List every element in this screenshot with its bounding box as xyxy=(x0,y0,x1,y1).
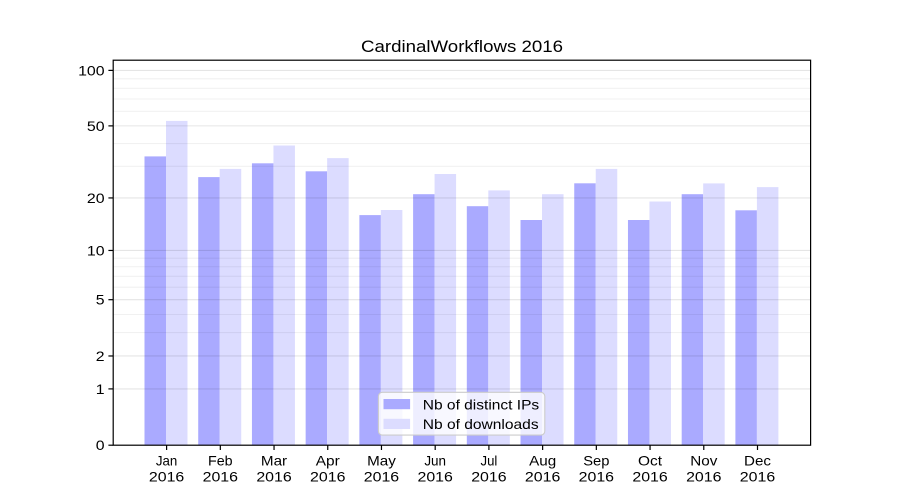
svg-text:2016: 2016 xyxy=(686,468,722,484)
svg-text:Sep: Sep xyxy=(583,453,609,469)
svg-text:Nb of distinct IPs: Nb of distinct IPs xyxy=(423,396,539,412)
svg-text:2016: 2016 xyxy=(203,468,239,484)
svg-text:Jul: Jul xyxy=(481,453,498,469)
svg-text:Dec: Dec xyxy=(744,453,771,469)
svg-text:Apr: Apr xyxy=(316,453,340,469)
svg-text:Nb of downloads: Nb of downloads xyxy=(423,416,539,432)
svg-text:1: 1 xyxy=(96,381,105,397)
svg-text:Nov: Nov xyxy=(690,453,717,469)
svg-text:2016: 2016 xyxy=(632,468,668,484)
svg-text:100: 100 xyxy=(78,62,105,78)
svg-text:Jan: Jan xyxy=(156,453,177,469)
svg-text:2: 2 xyxy=(96,348,105,364)
svg-text:2016: 2016 xyxy=(471,468,507,484)
svg-text:Feb: Feb xyxy=(208,453,233,469)
svg-text:2016: 2016 xyxy=(310,468,346,484)
svg-text:2016: 2016 xyxy=(417,468,453,484)
svg-text:2016: 2016 xyxy=(740,468,776,484)
svg-text:2016: 2016 xyxy=(256,468,292,484)
svg-text:10: 10 xyxy=(87,242,105,258)
svg-text:Jun: Jun xyxy=(424,453,446,469)
svg-text:2016: 2016 xyxy=(149,468,185,484)
svg-text:May: May xyxy=(367,453,396,469)
svg-text:Mar: Mar xyxy=(261,453,288,469)
svg-text:2016: 2016 xyxy=(525,468,561,484)
svg-text:0: 0 xyxy=(96,437,105,453)
svg-text:Aug: Aug xyxy=(529,453,556,469)
svg-text:CardinalWorkflows 2016: CardinalWorkflows 2016 xyxy=(361,37,563,56)
svg-text:50: 50 xyxy=(87,118,105,134)
svg-text:20: 20 xyxy=(87,190,105,206)
svg-text:2016: 2016 xyxy=(579,468,615,484)
svg-text:5: 5 xyxy=(96,292,105,308)
svg-text:Oct: Oct xyxy=(638,453,662,469)
svg-text:2016: 2016 xyxy=(364,468,400,484)
